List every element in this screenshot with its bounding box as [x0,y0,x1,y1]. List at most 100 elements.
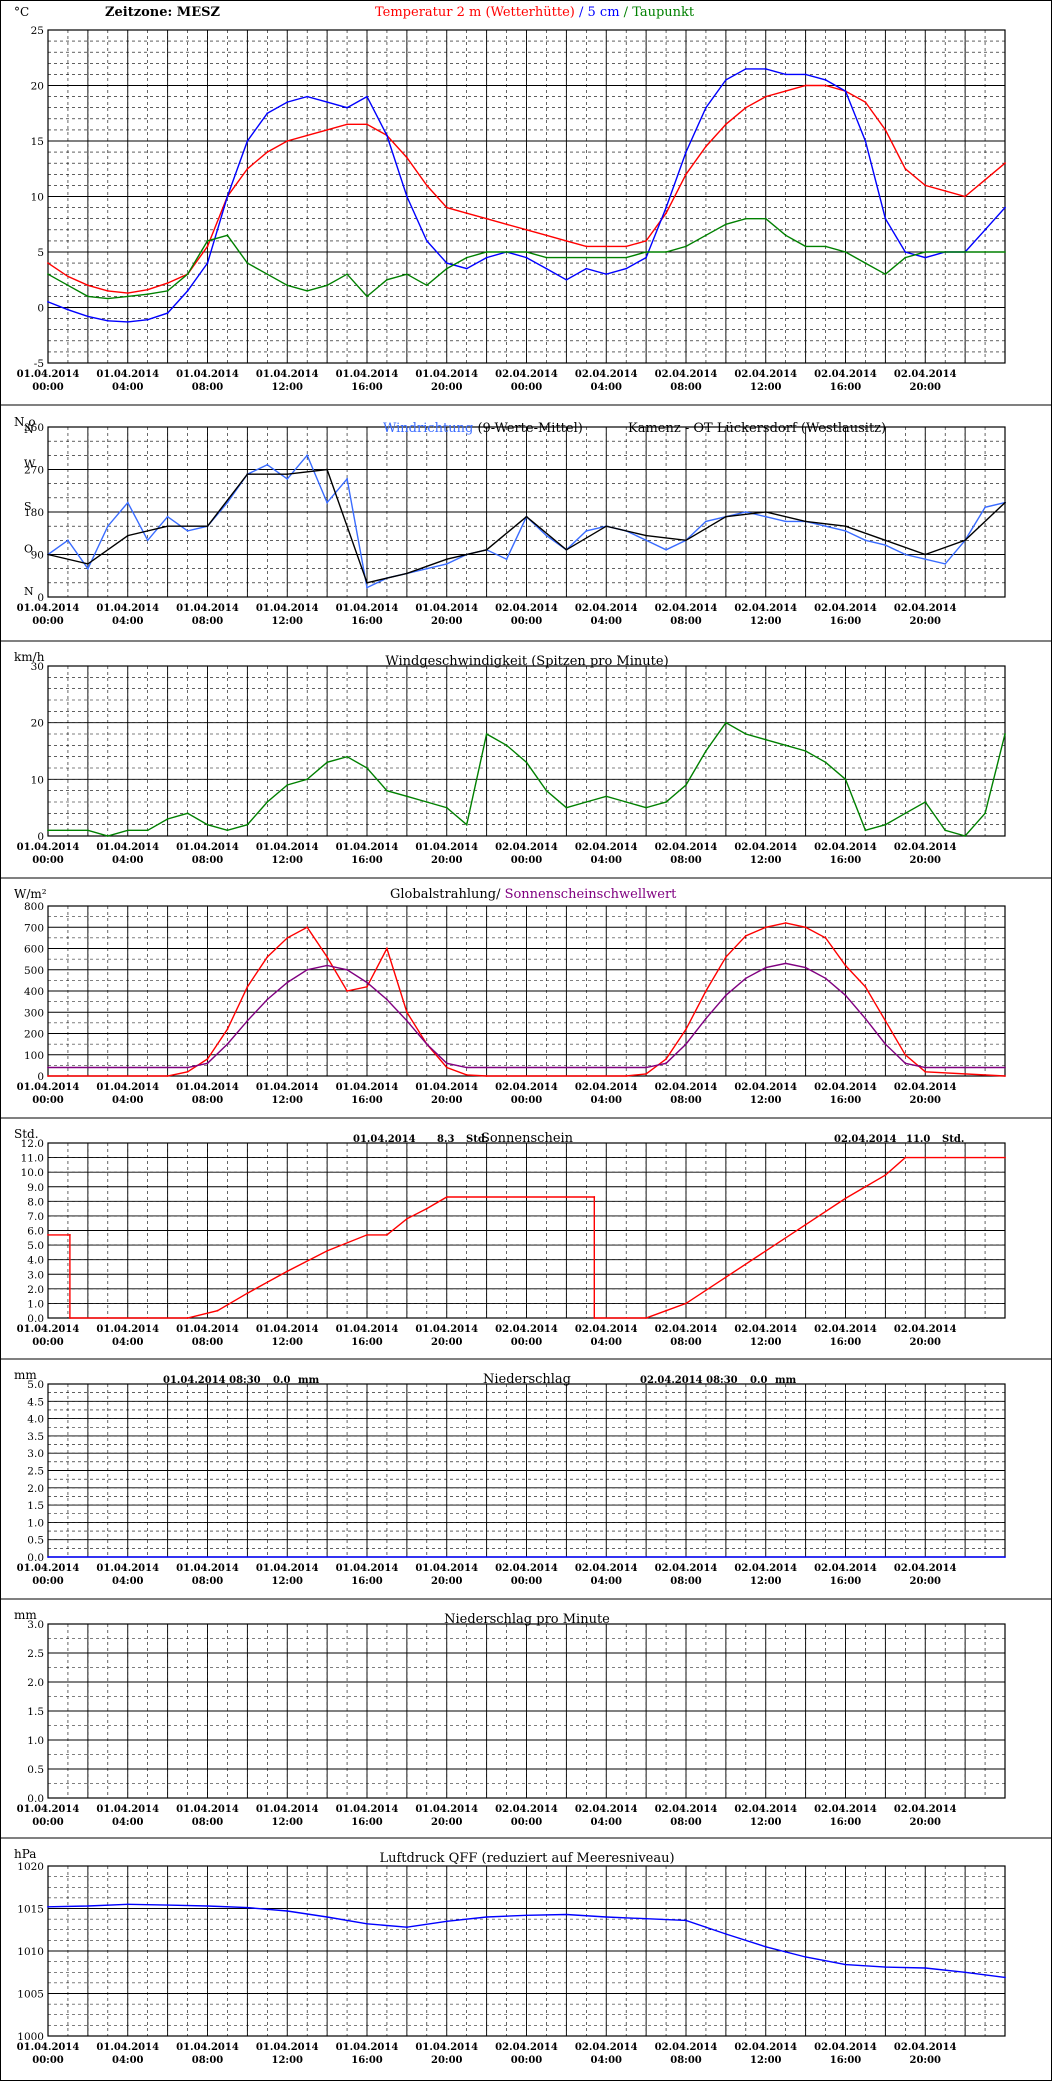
data-point [924,553,927,556]
data-point [924,801,927,803]
data-point [525,515,528,518]
data-point [186,1070,189,1073]
data-point [705,520,707,523]
x-tick-date: 02.04.2014 [655,1563,718,1574]
x-tick-time: 12:00 [271,1337,303,1348]
data-point [565,1196,568,1198]
x-tick-time: 16:00 [830,1817,862,1828]
data-point [266,463,269,466]
data-point [87,1905,89,1907]
x-tick-date: 01.04.2014 [256,1563,319,1574]
data-point [326,1250,328,1252]
x-tick-time: 04:00 [112,382,144,393]
chart-title: Niederschlag [483,1372,571,1387]
data-point [685,784,687,786]
y-tick-label: 9.0 [27,1182,44,1194]
compass-label: W [24,458,36,471]
data-point [904,251,907,253]
data-point [326,129,328,131]
data-point [465,212,468,215]
data-point [665,801,667,803]
station-title: Kamenz - OT Lückersdorf (Westlausitz) [628,421,886,436]
data-point [366,581,368,584]
x-tick-date: 01.04.2014 [415,1804,478,1815]
data-point [47,1234,49,1236]
data-point [346,106,348,109]
data-point [904,812,907,815]
x-tick-time: 20:00 [909,2055,941,2066]
data-point [545,234,548,237]
data-point [485,1066,488,1069]
data-point [744,511,747,513]
data-point [784,90,787,92]
data-point [685,245,687,248]
data-point [884,273,887,276]
data-point [186,290,189,292]
data-point [186,812,189,815]
data-point [166,290,169,292]
day1-value: 0.0 [273,1375,290,1386]
data-point [924,1967,927,1969]
x-tick-time: 08:00 [670,1095,702,1106]
x-tick-time: 04:00 [590,2055,622,2066]
x-tick-time: 04:00 [112,1817,144,1828]
y-tick-label: 20 [31,81,44,93]
x-tick-time: 12:00 [750,1337,782,1348]
data-point [665,251,667,253]
x-tick-time: 00:00 [511,616,543,627]
data-point [804,73,807,76]
data-point [645,539,647,542]
x-tick-time: 16:00 [351,1095,383,1106]
x-tick-date: 01.04.2014 [96,1563,159,1574]
x-tick-time: 04:00 [112,1095,144,1106]
y-tick-label: 1.5 [27,1500,44,1512]
data-point [485,733,488,735]
y-tick-label: 15 [31,136,44,148]
data-point [226,195,229,198]
x-tick-time: 08:00 [670,2055,702,2066]
data-point [366,586,368,589]
x-tick-time: 20:00 [909,1576,941,1587]
data-point [186,530,189,532]
y-tick-label: 2.0 [27,1483,44,1495]
data-point [764,738,767,741]
data-point [824,245,827,248]
x-tick-time: 12:00 [750,382,782,393]
x-tick-date: 02.04.2014 [655,1804,718,1815]
data-point [505,251,508,253]
chart-title-part: Windrichtung [383,421,473,436]
data-point [744,68,747,70]
unit-label: Std. [14,1127,39,1141]
chart-panel-4: 0 100 200 300 400 500 600 700 800 01.04.2014 00:00… [14,887,1006,1106]
x-tick-date: 02.04.2014 [894,1324,957,1335]
x-tick-time: 00:00 [511,1095,543,1106]
x-tick-date: 01.04.2014 [336,2042,399,2053]
data-point [804,1956,807,1958]
data-point [505,223,508,226]
data-point [166,818,169,820]
data-point [47,301,49,303]
y-tick-label: 700 [24,922,44,934]
x-tick-time: 08:00 [670,616,702,627]
x-tick-date: 02.04.2014 [655,1082,718,1093]
data-point [685,151,687,154]
x-tick-date: 02.04.2014 [814,1804,877,1815]
data-point [206,823,209,826]
x-tick-time: 08:00 [670,382,702,393]
x-tick-time: 08:00 [192,1817,224,1828]
data-point [984,506,986,509]
x-tick-time: 00:00 [32,1337,64,1348]
y-tick-label: 1.0 [27,1735,44,1747]
x-tick-time: 20:00 [431,1095,463,1106]
unit-label: hPa [14,1847,36,1861]
data-point [485,256,488,259]
data-point [1004,162,1006,165]
y-tick-label: 400 [24,986,44,998]
data-point [445,1066,448,1069]
data-point [346,755,348,758]
x-tick-date: 01.04.2014 [256,842,319,853]
data-point [645,1917,647,1920]
chart-title: Windrichtung (9-Werte-Mittel) [383,421,583,436]
y-tick-label: 2.5 [27,1466,44,1478]
data-point [964,539,966,542]
